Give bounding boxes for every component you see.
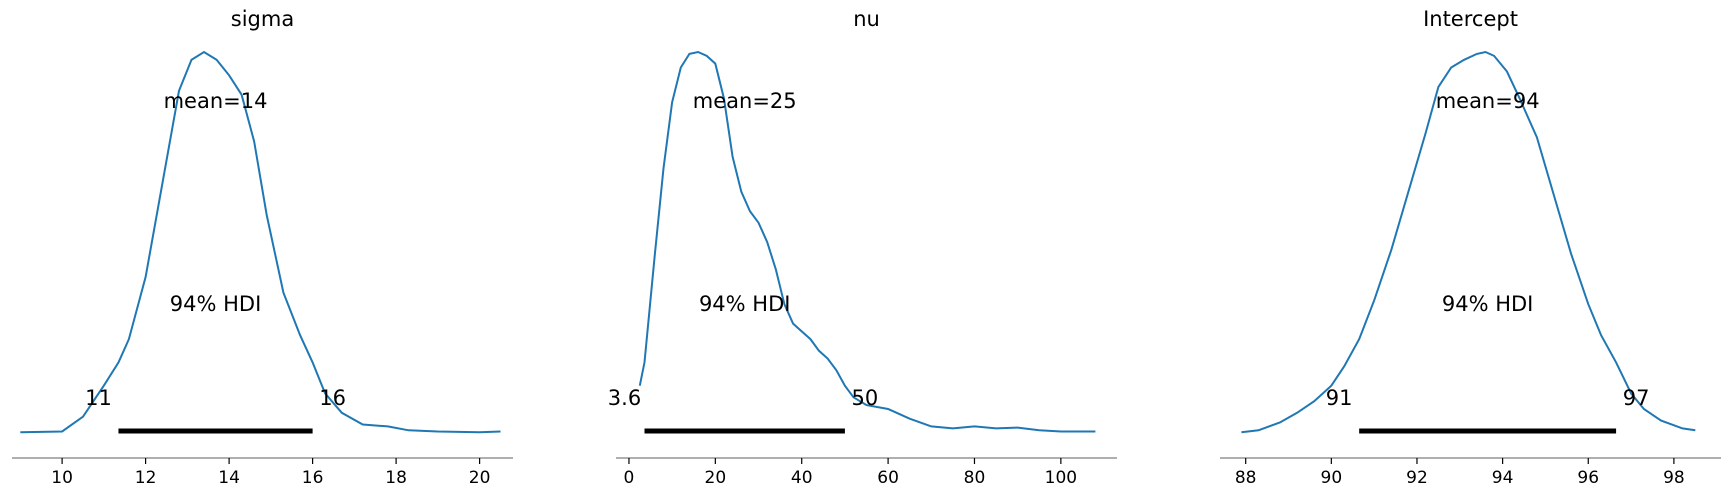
x-tick-label: 16: [302, 468, 324, 488]
x-tick-label: 20: [469, 468, 491, 488]
x-tick-label: 40: [791, 468, 813, 488]
x-tick-label: 100: [1045, 468, 1077, 488]
x-tick-label: 92: [1406, 468, 1428, 488]
kde-line: [638, 50, 1096, 433]
hdi-label: 94% HDI: [1442, 292, 1534, 316]
hdi-high-label: 16: [319, 386, 346, 410]
panel-title: nu: [853, 7, 880, 31]
x-tick-label: 18: [385, 468, 407, 488]
x-tick-label: 90: [1321, 468, 1343, 488]
hdi-high-label: 97: [1623, 386, 1650, 410]
kde-line: [20, 50, 501, 434]
panel-intercept: Intercept mean=94 94% HDI 91 97 88 90 92 94 96 98: [1220, 7, 1721, 488]
hdi-label: 94% HDI: [699, 292, 791, 316]
x-tick-label: 12: [135, 468, 157, 488]
mean-label: mean=25: [693, 89, 797, 113]
hdi-low-label: 91: [1326, 386, 1353, 410]
x-tick-label: 10: [51, 468, 73, 488]
x-tick-label: 60: [877, 468, 899, 488]
panel-title: sigma: [231, 7, 294, 31]
x-tick-label: 14: [218, 468, 240, 488]
panel-nu: nu mean=25 94% HDI 3.6 50 0 20 40 60 80 100: [608, 7, 1117, 488]
x-tick-label: 0: [624, 468, 635, 488]
kde-line: [1241, 50, 1696, 434]
hdi-high-label: 50: [852, 386, 879, 410]
x-tick-label: 98: [1663, 468, 1685, 488]
x-tick-label: 88: [1235, 468, 1257, 488]
hdi-low-label: 11: [85, 386, 112, 410]
x-tick-label: 20: [705, 468, 727, 488]
x-tick-label: 94: [1492, 468, 1514, 488]
mean-label: mean=14: [164, 89, 268, 113]
x-tick-label: 96: [1577, 468, 1599, 488]
x-tick-label: 80: [964, 468, 986, 488]
hdi-label: 94% HDI: [170, 292, 262, 316]
hdi-low-label: 3.6: [608, 386, 641, 410]
panel-sigma: sigma mean=14 94% HDI 11 16 10 12 14 16 18 20: [12, 7, 513, 488]
panel-title: Intercept: [1423, 7, 1518, 31]
mean-label: mean=94: [1436, 89, 1540, 113]
